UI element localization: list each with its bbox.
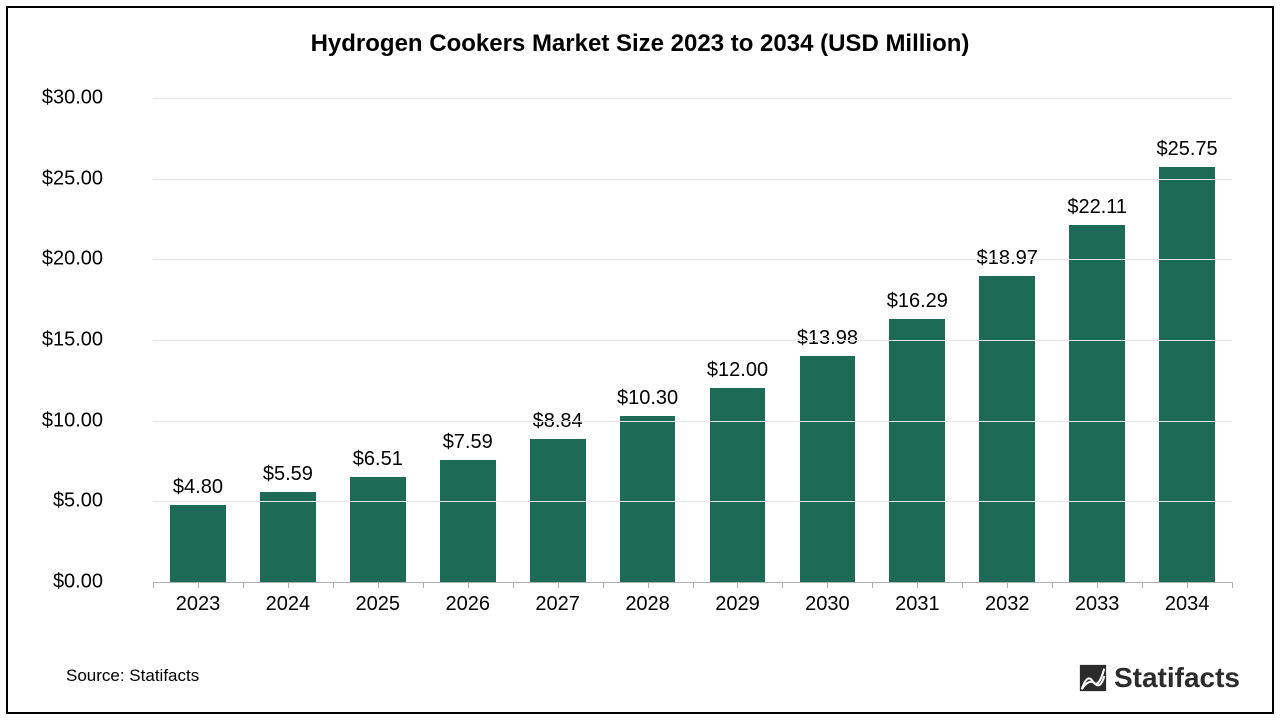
x-axis-label: 2026	[423, 593, 513, 616]
x-axis-label: 2023	[153, 593, 243, 616]
x-tick	[1097, 582, 1098, 588]
x-tick	[872, 582, 873, 588]
gridline	[153, 421, 1232, 422]
x-tick	[648, 582, 649, 588]
x-tick	[1052, 582, 1053, 588]
bar	[170, 505, 226, 582]
bar	[620, 416, 676, 582]
bar	[710, 388, 766, 582]
x-tick	[917, 582, 918, 588]
bar-value-label: $10.30	[617, 387, 678, 410]
x-axis-label: 2031	[872, 593, 962, 616]
x-tick	[782, 582, 783, 588]
gridline	[153, 501, 1232, 502]
bar	[800, 356, 856, 582]
bar-value-label: $25.75	[1157, 138, 1218, 161]
x-tick	[513, 582, 514, 588]
x-axis-label: 2024	[243, 593, 333, 616]
x-axis-label: 2025	[333, 593, 423, 616]
x-axis-label: 2030	[782, 593, 872, 616]
bar	[889, 319, 945, 582]
bar	[530, 439, 586, 582]
chart-frame: Hydrogen Cookers Market Size 2023 to 203…	[6, 6, 1274, 714]
brand-name: Statifacts	[1114, 662, 1240, 694]
x-tick	[827, 582, 828, 588]
y-tick-label: $30.00	[42, 87, 153, 110]
y-tick-label: $15.00	[42, 329, 153, 352]
bar	[260, 492, 316, 582]
x-tick	[1187, 582, 1188, 588]
x-tick	[153, 582, 154, 588]
bar-value-label: $12.00	[707, 359, 768, 382]
y-tick-label: $25.00	[42, 167, 153, 190]
x-tick	[333, 582, 334, 588]
x-tick	[962, 582, 963, 588]
bar-value-label: $6.51	[353, 448, 403, 471]
bar	[1159, 167, 1215, 582]
y-tick-label: $0.00	[53, 571, 153, 594]
bar	[440, 460, 496, 582]
brand-logo: Statifacts	[1078, 662, 1240, 694]
x-axis-label: 2033	[1052, 593, 1142, 616]
x-tick	[737, 582, 738, 588]
bar	[979, 276, 1035, 582]
bar	[350, 477, 406, 582]
x-tick	[288, 582, 289, 588]
bar-value-label: $4.80	[173, 476, 223, 499]
x-tick	[423, 582, 424, 588]
x-axis-label: 2032	[962, 593, 1052, 616]
plot-area: $4.80 $5.59 $6.51 $7.59 $8.84 $10.30 $12.00 $13…	[153, 98, 1232, 582]
x-axis-labels: 2023202420252026202720282029203020312032…	[153, 593, 1232, 616]
x-axis-label: 2029	[693, 593, 783, 616]
source-text: Source: Statifacts	[66, 666, 199, 686]
x-tick	[468, 582, 469, 588]
bar-value-label: $7.59	[443, 431, 493, 454]
gridline	[153, 179, 1232, 180]
x-tick	[1007, 582, 1008, 588]
x-tick	[1142, 582, 1143, 588]
bar-value-label: $8.84	[533, 410, 583, 433]
y-tick-label: $5.00	[53, 490, 153, 513]
bar-value-label: $16.29	[887, 290, 948, 313]
x-tick	[243, 582, 244, 588]
brand-icon	[1078, 663, 1108, 693]
gridline	[153, 340, 1232, 341]
x-axis-label: 2027	[513, 593, 603, 616]
gridline	[153, 98, 1232, 99]
y-tick-label: $10.00	[42, 409, 153, 432]
bar	[1069, 225, 1125, 582]
gridline	[153, 259, 1232, 260]
x-axis-label: 2028	[603, 593, 693, 616]
bar-value-label: $13.98	[797, 327, 858, 350]
chart-title: Hydrogen Cookers Market Size 2023 to 203…	[8, 8, 1272, 58]
x-axis-label: 2034	[1142, 593, 1232, 616]
x-tick	[558, 582, 559, 588]
x-tick	[378, 582, 379, 588]
x-tick	[693, 582, 694, 588]
bar-value-label: $22.11	[1067, 196, 1127, 219]
x-tick	[603, 582, 604, 588]
x-tick	[198, 582, 199, 588]
x-tick	[1232, 582, 1233, 588]
bar-value-label: $5.59	[263, 463, 313, 486]
y-tick-label: $20.00	[42, 248, 153, 271]
